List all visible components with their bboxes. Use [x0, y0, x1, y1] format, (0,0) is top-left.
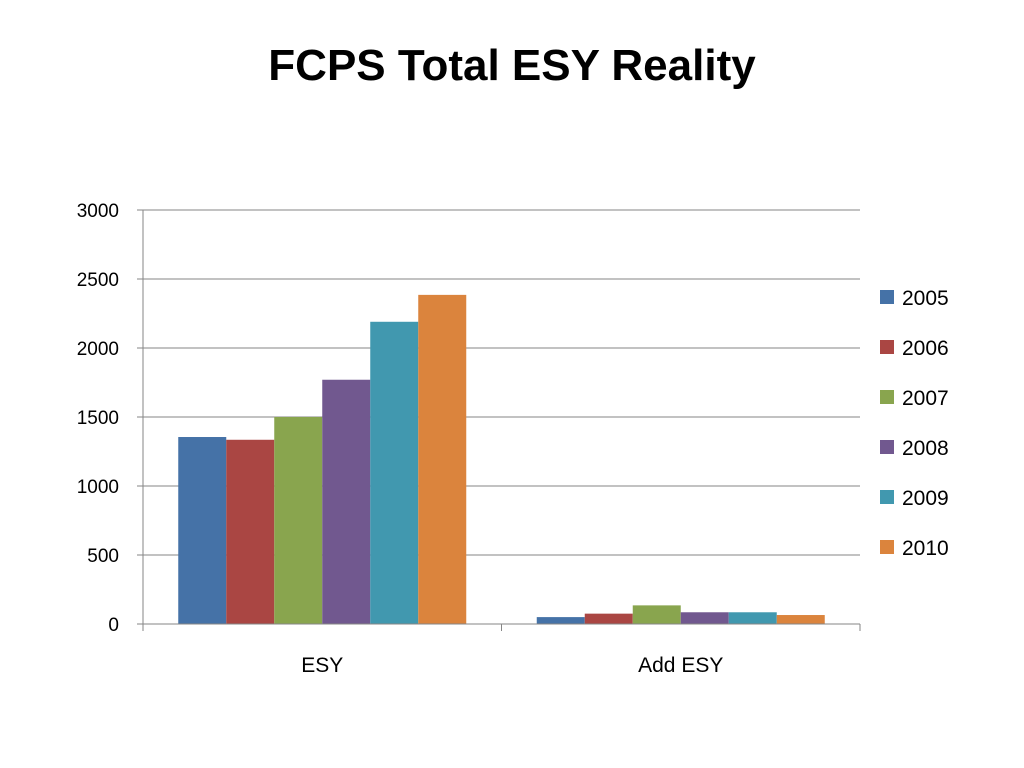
bar-2005-esy: [178, 437, 227, 624]
bar-2006-esy: [226, 439, 275, 624]
legend-swatch-2007: [880, 390, 894, 404]
bar-2007-add-esy: [632, 605, 681, 624]
bar-2005-add-esy: [536, 617, 585, 624]
x-category-label: ESY: [301, 654, 343, 677]
legend-label-2008: 2008: [902, 437, 949, 460]
y-tick-label: 0: [108, 615, 119, 636]
y-tick-label: 1500: [77, 408, 119, 429]
legend: 2005 2006 2007 2008 2009 2010: [880, 287, 949, 560]
y-tick-label: 3000: [77, 201, 119, 222]
bar-2009-add-esy: [728, 612, 777, 624]
legend-label-2010: 2010: [902, 537, 949, 560]
bar-2008-add-esy: [680, 612, 729, 624]
legend-swatch-2009: [880, 490, 894, 504]
bar-2006-add-esy: [584, 613, 633, 624]
legend-swatch-2006: [880, 340, 894, 354]
legend-label-2005: 2005: [902, 287, 949, 310]
bar-2009-esy: [370, 321, 419, 624]
y-tick-label: 2500: [77, 270, 119, 291]
legend-swatch-2008: [880, 440, 894, 454]
slide-title: FCPS Total ESY Reality: [268, 41, 756, 90]
legend-label-2009: 2009: [902, 487, 949, 510]
y-tick-label: 500: [87, 546, 119, 567]
legend-swatch-2005: [880, 290, 894, 304]
bar-2010-add-esy: [776, 615, 825, 624]
bar-2008-esy: [322, 379, 371, 624]
bar-2007-esy: [274, 417, 323, 624]
y-tick-label: 2000: [77, 339, 119, 360]
bars: [178, 294, 825, 624]
axes: 0 500 1000 1500 2000 2500 3000 ESY Add ESY: [77, 201, 861, 677]
legend-label-2007: 2007: [902, 387, 949, 410]
legend-label-2006: 2006: [902, 337, 949, 360]
legend-swatch-2010: [880, 540, 894, 554]
y-tick-label: 1000: [77, 477, 119, 498]
bar-2010-esy: [418, 294, 467, 624]
x-category-label: Add ESY: [638, 654, 723, 677]
